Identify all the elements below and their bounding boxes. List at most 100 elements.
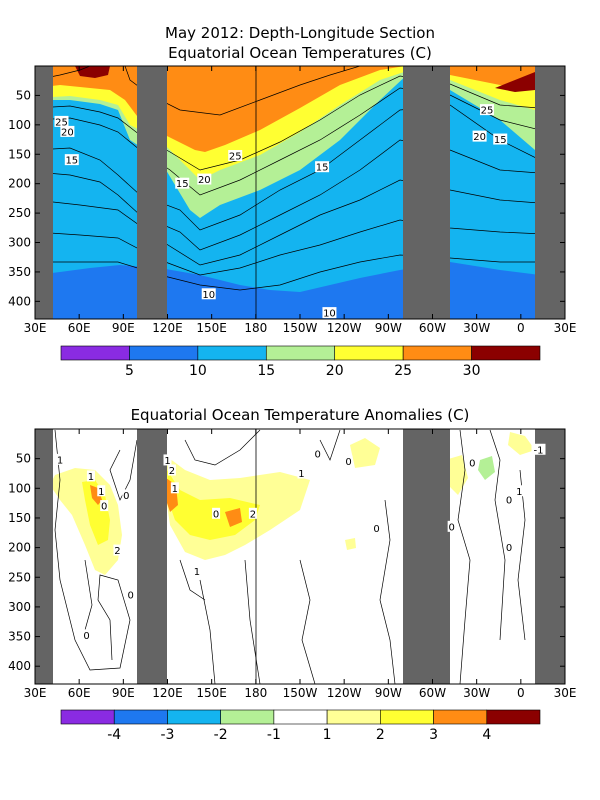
land-mask: [35, 66, 53, 319]
colorbar-label: -4: [107, 727, 121, 743]
land-mask: [137, 66, 167, 319]
contour-label-bg: [167, 464, 176, 476]
colorbar-swatch: [167, 709, 221, 725]
y-tick-label: 400: [8, 659, 31, 673]
contour-label-bg: [515, 485, 524, 497]
contour-label: 1: [164, 456, 170, 467]
x-tick-label: 0: [517, 686, 525, 700]
x-tick-label: 120E: [152, 321, 183, 335]
colorbar-label: 2: [376, 727, 385, 743]
contour-label-bg: [505, 541, 514, 553]
land-mask: [403, 66, 450, 319]
contour-label-bg: [472, 130, 487, 142]
land-mask: [403, 429, 450, 684]
contour-label: 1: [172, 484, 178, 495]
y-tick-label: 200: [8, 177, 31, 191]
x-tick-label: 120W: [327, 321, 362, 335]
x-tick-label: 90E: [112, 321, 135, 335]
contour-label: 2: [250, 509, 256, 520]
x-tick-label: 150E: [196, 321, 227, 335]
contour-label-bg: [64, 154, 79, 166]
x-tick-label: 120E: [152, 686, 183, 700]
y-tick-label: 250: [8, 570, 31, 584]
colorbar-label: -1: [267, 727, 281, 743]
top-panel: May 2012: Depth-Longitude Section Equato…: [8, 24, 576, 379]
x-tick-label: 60E: [68, 686, 91, 700]
contour-label: 0: [128, 591, 134, 602]
x-tick-label: 0: [517, 321, 525, 335]
x-tick-label: 180: [244, 686, 267, 700]
contour-label: 0: [123, 491, 129, 502]
x-tick-label: 150W: [283, 321, 318, 335]
bottom-land-masks: [35, 429, 565, 684]
contour-label: 0: [345, 457, 351, 468]
bottom-axes: 30E 60E 90E 120E 150E 180 150W 120W 90W 60W 30W 0 30…: [8, 429, 576, 700]
y-tick-label: 100: [8, 118, 31, 132]
contour-label-bg: [60, 125, 75, 137]
colorbar-label: -3: [160, 727, 174, 743]
y-tick-label: 50: [16, 88, 31, 102]
contour-label: 20: [198, 175, 211, 186]
top-colorbar: 5 10 15 20 25 30: [60, 345, 541, 379]
contour-label: 15: [65, 156, 78, 167]
colorbar-label: 10: [189, 363, 207, 379]
y-tick-label: 300: [8, 600, 31, 614]
contour-label: 0: [506, 496, 512, 507]
contour-label-bg: [201, 288, 216, 300]
contour-label-bg: [297, 467, 306, 479]
contour-label-bg: [447, 520, 456, 532]
bottom-field: [35, 429, 565, 684]
contour-label-bg: [493, 133, 508, 145]
contour-label: 1: [98, 487, 104, 498]
colorbar-swatch: [265, 345, 336, 361]
contour-label: 1: [88, 472, 94, 483]
bottom-panel: Equatorial Ocean Temperature Anomalies (…: [8, 406, 576, 743]
contour-label: 0: [506, 543, 512, 554]
colorbar-swatch: [197, 345, 267, 361]
bottom-title: Equatorial Ocean Temperature Anomalies (…: [131, 406, 470, 424]
contour-label: 20: [473, 132, 486, 143]
land-mask: [535, 66, 565, 319]
contour-label: 1: [298, 469, 304, 480]
colorbar-swatch: [402, 345, 472, 361]
contour-label-bg: [531, 443, 546, 455]
contour-label-bg: [56, 453, 65, 465]
contour-label: 0: [101, 502, 107, 513]
contour-label-bg: [54, 115, 69, 127]
y-tick-label: 250: [8, 206, 31, 220]
contour-label: 2: [114, 546, 120, 557]
contour-label-bg: [86, 470, 95, 482]
contour-label-bg: [313, 447, 322, 459]
colorbar-label: 4: [482, 727, 491, 743]
top-axes: 30E 60E 90E 120E 150E 180 150W 120W 90W 60W 30W 0 30…: [8, 66, 576, 335]
contour-label: 1: [516, 487, 522, 498]
bottom-colorbar: -4 -3 -2 -1 1 2 3 4: [60, 709, 541, 743]
x-tick-label: 90E: [112, 686, 135, 700]
top-subtitle: Equatorial Ocean Temperatures (C): [168, 44, 432, 62]
colorbar-label: 3: [429, 727, 438, 743]
colorbar-swatch: [486, 709, 541, 725]
contour-label-bg: [228, 150, 243, 162]
colorbar-swatch: [433, 709, 488, 725]
contour-label: 0: [83, 631, 89, 642]
contour-label-bg: [315, 161, 330, 173]
top-field: [35, 66, 565, 319]
colorbar-swatch: [273, 709, 328, 725]
colorbar-swatch: [60, 709, 115, 725]
contour-label-bg: [170, 482, 179, 494]
x-tick-label: 30E: [24, 321, 47, 335]
contour-label: 1: [57, 455, 63, 466]
x-tick-label: 60E: [68, 321, 91, 335]
x-tick-label: 30E: [554, 686, 577, 700]
contour-label-bg: [197, 173, 212, 185]
x-tick-label: 90W: [375, 321, 402, 335]
colorbar-swatch: [60, 345, 130, 361]
x-tick-label: 90W: [375, 686, 402, 700]
x-tick-label: 180: [244, 321, 267, 335]
x-tick-label: 30E: [554, 321, 577, 335]
colorbar-swatch: [113, 709, 168, 725]
colorbar-swatch: [220, 709, 275, 725]
x-tick-label: 150E: [196, 686, 227, 700]
colorbar-label: 20: [326, 363, 344, 379]
